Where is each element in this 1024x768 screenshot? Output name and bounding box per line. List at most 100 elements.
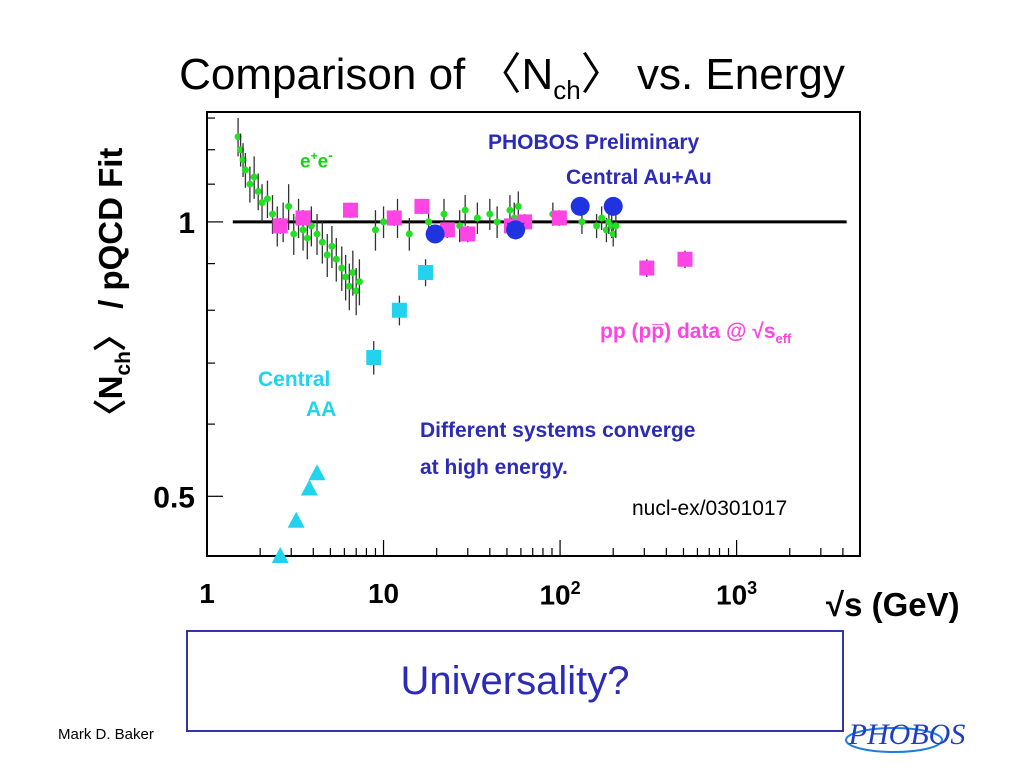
ee-label: e+e- — [300, 147, 333, 173]
universality-box: Universality? — [186, 630, 844, 732]
x-tick-base: 10 — [539, 579, 571, 611]
x-tick-base: 10 — [716, 579, 748, 611]
data-point — [355, 278, 363, 286]
data-point — [237, 146, 245, 154]
data-point — [414, 198, 430, 214]
ee-base: e — [300, 151, 311, 173]
y-tick-label: 1 — [178, 207, 195, 240]
reference-label: nucl-ex/0301017 — [632, 497, 788, 520]
data-point — [473, 214, 481, 222]
data-point — [303, 234, 311, 242]
x-tick-label: 103 — [716, 578, 757, 611]
phobos-label-line2: Central Au+Au — [566, 166, 712, 189]
data-point — [386, 210, 402, 226]
data-point — [461, 206, 469, 214]
x-tick-label: 1 — [199, 578, 215, 610]
data-point — [328, 242, 336, 250]
data-point — [405, 230, 413, 238]
data-point — [269, 210, 277, 218]
y-label-main: 〈N — [92, 375, 130, 433]
data-point — [598, 214, 606, 222]
pp-sub: eff — [775, 331, 792, 347]
data-point — [570, 196, 590, 216]
x-tick-base: 10 — [367, 578, 400, 609]
data-point — [263, 195, 271, 203]
converge-line1: Different systems converge — [420, 419, 696, 442]
data-point — [342, 273, 350, 281]
data-point-phobos-triangle — [506, 222, 525, 240]
data-point — [241, 166, 249, 174]
data-point — [551, 210, 567, 226]
data-point — [234, 133, 242, 141]
ee-sup1: + — [310, 149, 318, 163]
data-point — [345, 282, 353, 290]
data-point — [391, 302, 407, 318]
universality-text: Universality? — [400, 658, 630, 703]
data-point — [250, 173, 258, 181]
data-point — [380, 218, 388, 226]
author: Mark D. Baker — [58, 726, 154, 743]
y-tick-label: 0.5 — [153, 481, 195, 514]
data-point — [425, 224, 445, 244]
x-tick-base: 1 — [199, 578, 215, 609]
data-point — [493, 218, 501, 226]
data-point — [290, 230, 298, 238]
data-point — [300, 479, 318, 496]
data-point — [352, 287, 360, 295]
x-tick-exp: 3 — [747, 578, 758, 598]
title-post: 〉 vs. Energy — [580, 50, 845, 99]
data-point — [677, 251, 693, 267]
data-point — [308, 464, 326, 481]
data-point — [299, 226, 307, 234]
ee-sup2: - — [328, 147, 333, 163]
data-point — [460, 226, 476, 242]
data-point — [246, 180, 254, 188]
title-sub: ch — [553, 74, 581, 105]
data-point — [418, 265, 434, 281]
data-point — [609, 230, 617, 238]
y-label-sub: ch — [111, 351, 135, 376]
slide-title: Comparison of 〈Nch〉 vs. Energy — [0, 38, 1024, 106]
data-point — [603, 196, 623, 216]
x-axis-label: √s (GeV) — [826, 586, 960, 623]
data-point — [318, 238, 326, 246]
data-point — [258, 199, 266, 207]
x-tick-label: 102 — [539, 578, 580, 611]
converge-line2: at high energy. — [420, 456, 568, 479]
phobos-logo: PHOBOS — [845, 718, 965, 753]
data-point — [639, 260, 655, 276]
series-central-aa-triangles- — [271, 464, 326, 563]
aa-label-line2: AA — [306, 398, 337, 421]
ee-mid: e — [317, 151, 329, 173]
series-central-aa-squares- — [366, 259, 434, 375]
data-point — [593, 222, 601, 230]
pp-main: pp (pp̅) data @ √s — [600, 320, 776, 343]
data-point — [440, 210, 448, 218]
data-point — [486, 210, 494, 218]
aa-label-line1: Central — [258, 368, 331, 391]
data-point — [338, 264, 346, 272]
data-point — [295, 210, 311, 226]
data-point — [514, 202, 522, 210]
title-pre: Comparison of 〈N — [179, 50, 554, 99]
phobos-label-line1: PHOBOS Preliminary — [488, 131, 700, 154]
logo-ring — [845, 727, 943, 753]
data-point — [371, 226, 379, 234]
x-tick-exp: 2 — [570, 578, 581, 598]
data-point — [506, 206, 514, 214]
x-tick-label: 10 — [368, 578, 399, 610]
data-point — [254, 187, 262, 195]
data-point — [349, 269, 357, 277]
data-point — [323, 251, 331, 259]
data-point — [287, 511, 305, 528]
data-point — [602, 226, 610, 234]
data-point — [578, 218, 586, 226]
data-point — [425, 218, 433, 226]
y-label-post: 〉 / pQCD Fit — [92, 147, 130, 352]
data-point — [343, 202, 359, 218]
pp-label: pp (pp̅) data @ √seff — [600, 320, 791, 346]
data-point — [313, 230, 321, 238]
data-point — [285, 202, 293, 210]
plot-frame — [206, 111, 861, 557]
